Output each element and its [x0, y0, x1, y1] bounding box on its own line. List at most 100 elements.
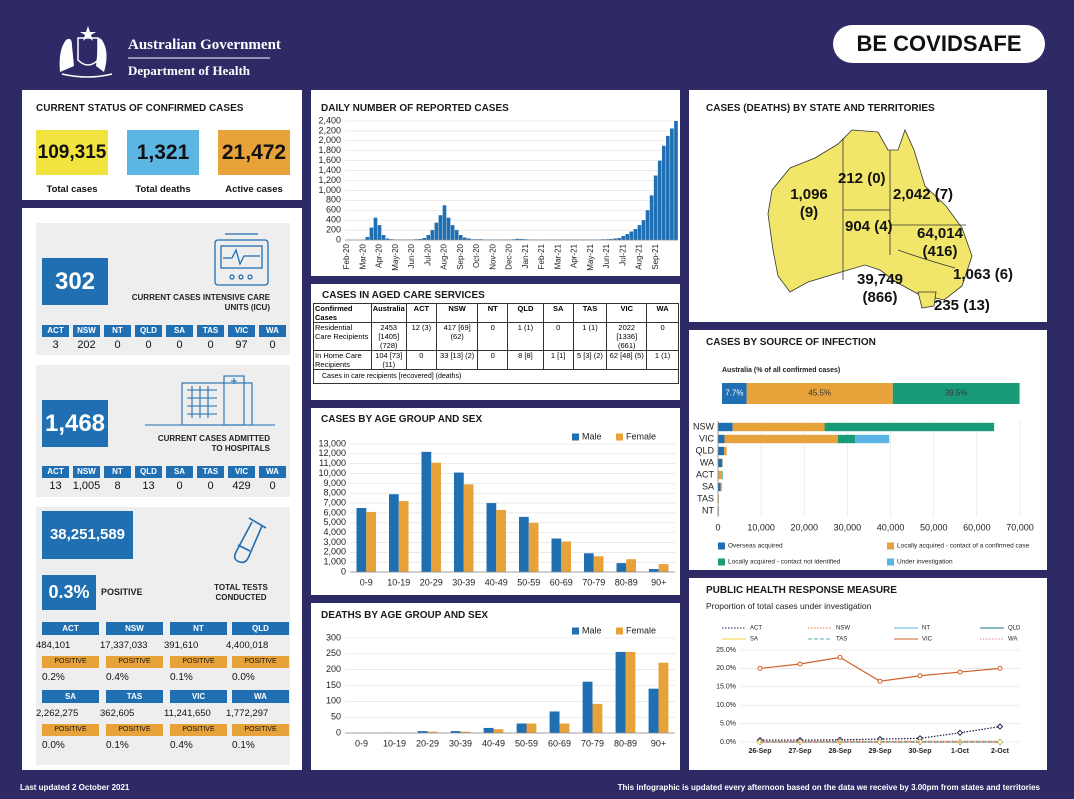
summary-label: 7.7%	[725, 389, 743, 398]
panel-title: CASES BY AGE GROUP AND SEX	[321, 414, 483, 425]
x-tick-label: Aug-20	[440, 243, 449, 269]
y-tick-label: 0.0%	[720, 739, 736, 746]
y-tick-label: 100	[326, 696, 341, 706]
marker	[997, 739, 1003, 745]
table-cell: 0	[542, 322, 574, 351]
bar	[613, 238, 617, 240]
bar	[617, 238, 621, 240]
x-tick-label: 27-Sep	[789, 748, 812, 755]
table-cell: 5 [3] (2)	[572, 350, 608, 370]
bar	[561, 541, 571, 572]
table-cell: 104 [73] (11)	[370, 350, 407, 370]
x-tick-label: Jul-21	[618, 243, 627, 265]
y-tick-label: 800	[326, 195, 341, 205]
x-tick-label: 0-9	[355, 738, 368, 748]
bar	[356, 508, 367, 572]
bar	[385, 238, 390, 240]
brand-pill	[833, 25, 1045, 63]
bar-segment	[718, 458, 723, 468]
bar-segment	[718, 482, 721, 492]
x-tick-label: 50,000	[920, 522, 948, 532]
panel-title: DAILY NUMBER OF REPORTED CASES	[321, 103, 509, 114]
bar	[582, 681, 593, 733]
x-tick-label: Dec-20	[505, 243, 514, 269]
summary-segment	[892, 383, 1020, 404]
bar	[649, 195, 654, 240]
subtitle: Australia (% of all confirmed cases)	[722, 367, 841, 374]
table-header: WA	[646, 303, 679, 323]
table-header: Confirmed Cases	[313, 303, 372, 323]
state-value: 13	[49, 480, 62, 492]
bar	[551, 538, 562, 572]
y-tick-label: 0	[336, 727, 341, 737]
y-tick-label: 400	[326, 215, 341, 225]
x-tick-label: May-20	[391, 243, 400, 270]
bar	[516, 723, 527, 733]
state-value: 0	[176, 480, 183, 492]
state-value: 13	[142, 480, 155, 492]
x-tick-label: 20-29	[416, 738, 439, 748]
bar	[648, 688, 659, 733]
y-tick-label: 12,000	[318, 448, 346, 458]
y-tick-label: 2,200	[318, 125, 341, 135]
table-cell: In Home Care Recipients	[313, 350, 372, 370]
bar-segment	[824, 422, 995, 432]
x-tick-label: Apr-21	[570, 243, 579, 268]
marker	[956, 729, 964, 737]
bar	[418, 239, 422, 240]
bar	[528, 522, 539, 572]
bar	[430, 230, 435, 240]
x-tick-label: 70,000	[1006, 522, 1034, 532]
state-value: 97	[235, 339, 248, 351]
y-tick-label: 5,000	[323, 517, 346, 527]
australia-map	[767, 128, 973, 309]
marker	[877, 678, 883, 684]
state-positivity: 0.1%	[170, 672, 193, 683]
y-tick-label: 5.0%	[720, 720, 736, 727]
x-tick-label: Jan-21	[521, 243, 530, 268]
legend-label: ACT	[750, 626, 762, 632]
bar	[657, 160, 662, 240]
bar-segment	[855, 434, 890, 444]
marker	[996, 723, 1004, 730]
y-tick-label: QLD	[695, 445, 714, 455]
state-tests: 11,241,650	[164, 708, 211, 719]
x-tick-label: 50-59	[517, 577, 540, 587]
x-tick-label: 10-19	[383, 738, 406, 748]
y-tick-label: 250	[326, 648, 341, 658]
marker	[757, 665, 763, 671]
state-value: 3	[52, 339, 59, 351]
state-header: TAS	[197, 466, 224, 478]
state-value: 0	[269, 339, 276, 351]
table-cell: 2022 [1336] (661)	[606, 322, 648, 351]
positive-badge: POSITIVE	[232, 656, 289, 668]
marker	[797, 661, 803, 667]
bar	[365, 237, 370, 240]
panel-title: PUBLIC HEALTH RESPONSE MEASURE	[706, 585, 897, 596]
bar-segment	[718, 470, 722, 480]
bar	[633, 229, 638, 240]
bar	[641, 220, 646, 240]
y-tick-label: 600	[326, 205, 341, 215]
x-tick-label: 50-59	[515, 738, 538, 748]
state-positivity: 0.4%	[106, 672, 129, 683]
summary-label: 45.5%	[808, 389, 831, 398]
legend-swatch	[887, 558, 894, 566]
state-value: 202	[77, 339, 96, 351]
x-tick-label: Feb-20	[342, 243, 351, 269]
state-header: VIC	[170, 690, 227, 703]
table-cell: 0	[405, 350, 437, 370]
tests-total: 38,251,589	[42, 511, 133, 559]
bar	[446, 217, 451, 240]
map-label: 235 (13)	[934, 297, 990, 314]
state-header: QLD	[135, 325, 162, 337]
updated: Last updated 2 October 2021	[20, 783, 130, 792]
bar-segment	[718, 446, 725, 456]
bar	[658, 662, 669, 733]
table-cell: 0	[646, 322, 679, 351]
positive-badge: POSITIVE	[232, 724, 289, 736]
marker	[957, 669, 963, 675]
table-cell: 8 [8]	[507, 350, 544, 370]
legend-label: Overseas acquired	[728, 543, 783, 550]
y-tick-label: 0	[336, 234, 341, 244]
